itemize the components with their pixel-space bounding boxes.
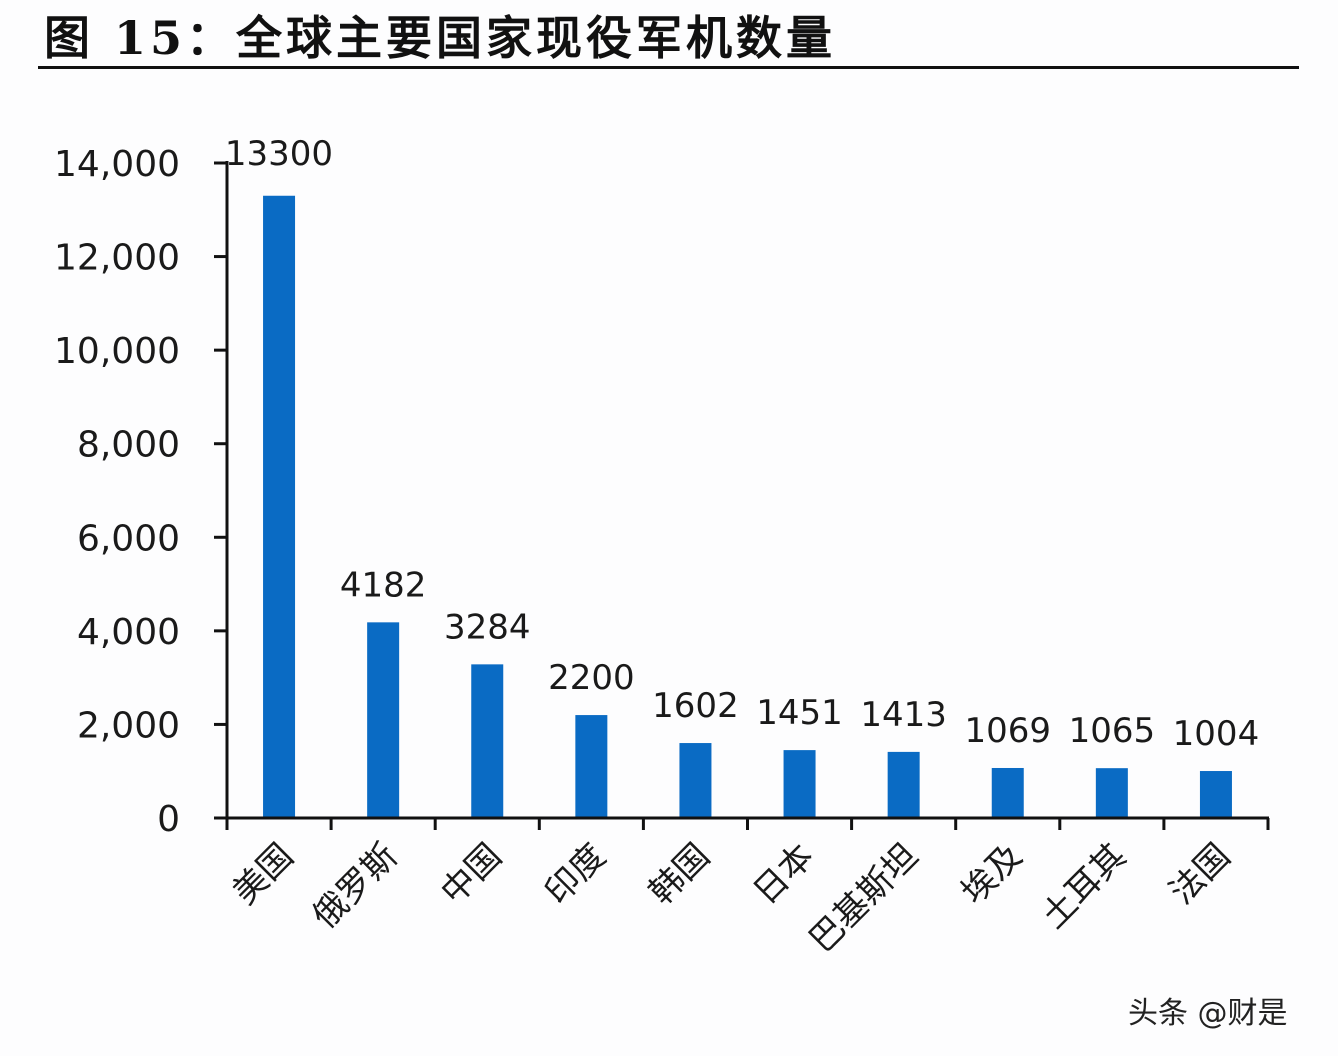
y-tick-label: 10,000 <box>54 331 180 372</box>
data-label: 13300 <box>225 134 333 174</box>
bars: 13300 4182 3284 2200 1602 1451 1413 1069 1065 100… <box>225 134 1259 818</box>
y-tick-label: 14,000 <box>54 144 180 185</box>
bar <box>1095 768 1128 818</box>
x-category-label: 俄罗斯 <box>305 836 405 936</box>
bar <box>991 767 1024 818</box>
y-axis: 0 2,000 4,000 6,000 8,000 10,000 12,000 14,000 <box>54 144 229 840</box>
x-category-label: 埃及 <box>954 836 1030 912</box>
x-category-label: 印度 <box>537 836 613 912</box>
data-label: 1065 <box>1069 711 1156 751</box>
x-category-label: 日本 <box>746 836 822 912</box>
bar <box>471 664 504 818</box>
watermark: 头条 @财是 <box>1128 996 1288 1031</box>
data-label: 4182 <box>340 565 427 605</box>
bar <box>263 195 296 818</box>
data-label: 1451 <box>756 693 843 733</box>
bar <box>575 715 608 818</box>
x-category-label: 土耳其 <box>1034 836 1134 936</box>
x-category-label: 巴基斯坦 <box>802 836 926 960</box>
y-tick-label: 6,000 <box>77 518 180 559</box>
bar <box>887 751 920 818</box>
bar <box>679 743 712 818</box>
x-category-label: 法国 <box>1162 836 1238 912</box>
title-underline <box>38 66 1299 69</box>
y-tick-label: 12,000 <box>54 238 180 279</box>
bar <box>367 622 400 818</box>
data-label: 1602 <box>652 686 739 726</box>
x-category-label: 中国 <box>433 836 509 912</box>
data-label: 3284 <box>444 607 531 647</box>
y-tick-label: 0 <box>157 799 180 840</box>
chart-title: 图 15：全球主要国家现役军机数量 <box>44 11 837 65</box>
bar <box>1199 771 1232 818</box>
x-category-label: 韩国 <box>641 836 717 912</box>
data-label: 2200 <box>548 658 635 698</box>
y-tick-label: 2,000 <box>77 705 180 746</box>
y-tick-label: 4,000 <box>77 612 180 653</box>
y-tick-label: 8,000 <box>77 425 180 466</box>
data-label: 1069 <box>964 711 1051 751</box>
data-label: 1004 <box>1173 714 1260 754</box>
data-label: 1413 <box>860 695 947 735</box>
x-category-label: 美国 <box>225 836 301 912</box>
bar <box>783 750 816 818</box>
